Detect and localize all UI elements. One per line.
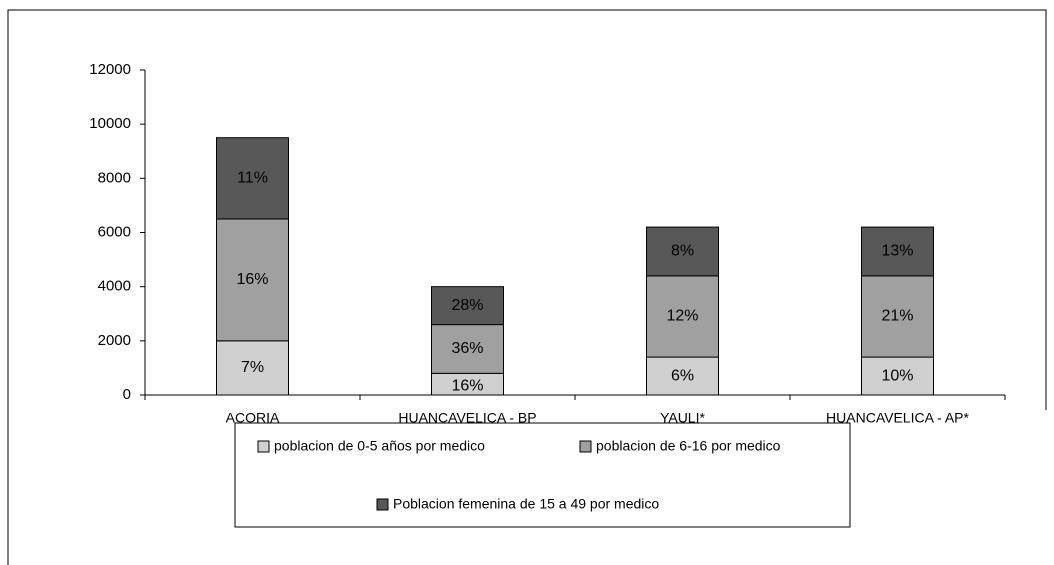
segment-label: 7% (241, 359, 264, 376)
segment-label: 36% (451, 340, 483, 357)
bar-segment (861, 356, 934, 396)
x-tick-label: ACORIA (226, 410, 280, 426)
legend-label: Poblacion femenina de 15 a 49 por medico (393, 496, 659, 512)
bar-segment (431, 286, 504, 326)
segment-label: 8% (671, 243, 694, 260)
bar-segment (216, 340, 289, 396)
segment-label: 11% (237, 170, 268, 187)
legend-label: poblacion de 0-5 años por medico (274, 438, 485, 454)
segment-label: 21% (881, 308, 913, 325)
segment-label: 28% (451, 297, 483, 314)
legend-swatch (257, 440, 270, 453)
bar-segment (216, 218, 289, 342)
bar-segment (646, 275, 719, 358)
y-tick-label: 10000 (89, 115, 131, 132)
y-tick-label: 6000 (98, 223, 131, 240)
x-tick-label: HUANCAVELICA - BP (398, 410, 536, 426)
bar-segment (431, 324, 504, 374)
segment-label: 12% (666, 308, 698, 325)
bar-segment (216, 137, 289, 220)
segment-label: 16% (451, 377, 483, 394)
y-tick-label: 2000 (98, 332, 131, 349)
legend-swatch (579, 440, 592, 453)
segment-label: 13% (881, 243, 913, 260)
y-tick-label: 4000 (98, 278, 131, 295)
bar-segment (646, 226, 719, 277)
legend-swatch (376, 498, 389, 511)
bar-segment (861, 275, 934, 358)
y-tick-label: 8000 (98, 169, 131, 186)
x-tick-label: HUANCAVELICA - AP* (826, 410, 969, 426)
segment-label: 10% (881, 367, 913, 384)
bar-segment (861, 226, 934, 277)
y-tick-label: 12000 (89, 61, 131, 78)
y-tick-label: 0 (123, 386, 131, 403)
bar-segment (646, 356, 719, 396)
segment-label: 16% (236, 271, 268, 288)
frame (7, 9, 1047, 565)
legend-label: poblacion de 6-16 por medico (596, 438, 781, 454)
x-tick-label: YAULI* (660, 410, 705, 426)
legend-box (234, 422, 851, 528)
segment-label: 6% (671, 367, 694, 384)
